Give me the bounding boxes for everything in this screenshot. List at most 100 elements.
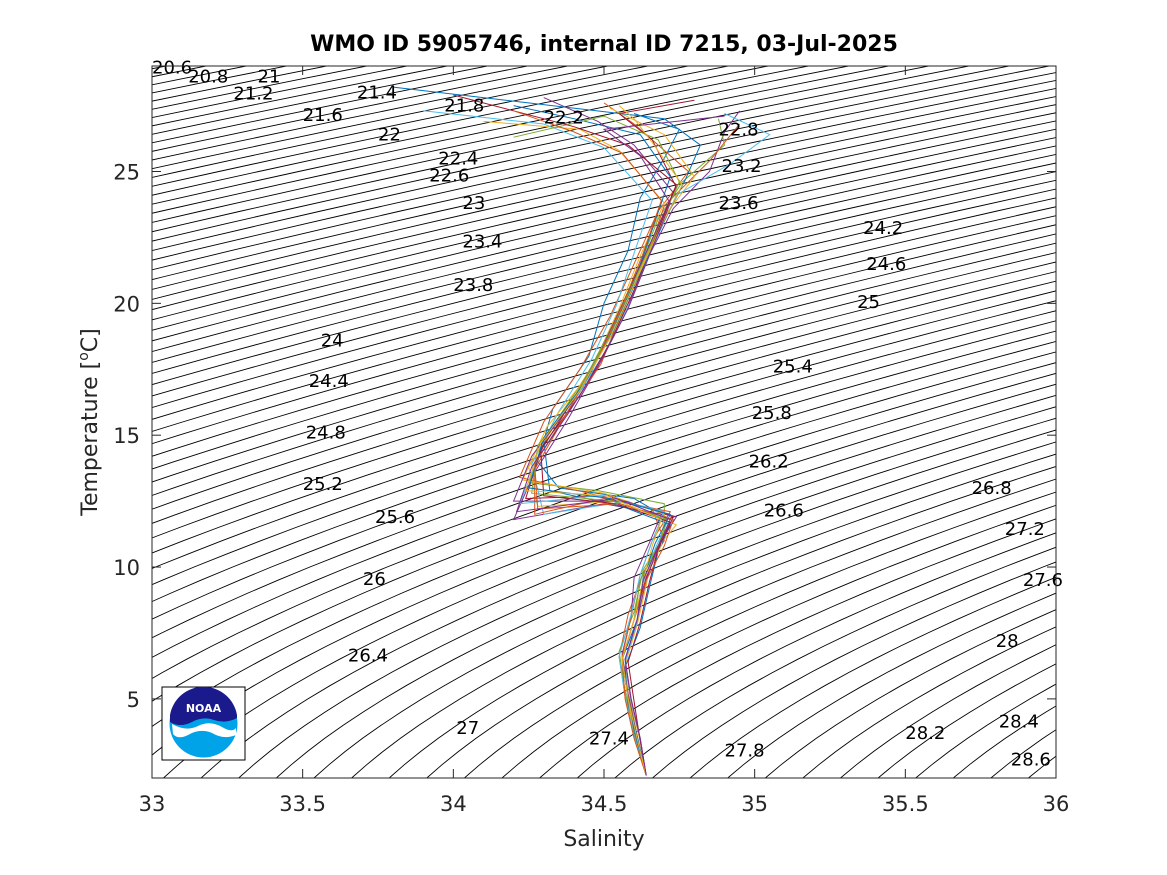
x-tick-label: 34.5 <box>581 792 628 816</box>
y-axis: 5 10 15 20 25 <box>113 160 1056 712</box>
isopycnal-label: 26.2 <box>749 452 789 473</box>
isopycnal-line <box>1089 40 1167 792</box>
isopycnal-line <box>388 465 1056 778</box>
isopycnal-line <box>152 320 1056 620</box>
isopycnal-label: 27.4 <box>589 728 629 749</box>
x-tick-label: 33.5 <box>279 792 326 816</box>
isopycnal-line <box>152 88 1056 290</box>
isopycnal-line <box>313 441 1056 778</box>
isopycnal-line <box>152 300 1056 586</box>
isopycnal-label: 28.6 <box>1011 750 1051 771</box>
isopycnal-line <box>1164 40 1167 792</box>
noaa-logo: NOAA <box>161 686 246 761</box>
isopycnal-line <box>915 683 1056 778</box>
isopycnal-line <box>727 592 1056 778</box>
y-tick-label: 10 <box>113 556 140 580</box>
isopycnal-label: 24.8 <box>306 423 346 444</box>
isopycnal-line <box>152 362 1056 702</box>
profile-line <box>512 110 741 776</box>
isopycnal-label: 27 <box>456 718 479 739</box>
isopycnal-label: 22 <box>378 125 401 146</box>
isopycnal-line <box>689 576 1056 778</box>
x-axis-label: Salinity <box>563 827 644 852</box>
isopycnal-label: 22.6 <box>429 165 469 186</box>
isopycnal-line <box>152 383 1056 756</box>
isopycnal-line <box>152 66 610 161</box>
noaa-logo-bird <box>172 723 236 738</box>
isopycnal-label: 27.8 <box>725 740 765 761</box>
isopycnal-label: 26.4 <box>348 645 388 666</box>
isopycnal-line <box>152 80 1056 281</box>
isopycnal-line <box>952 705 1056 778</box>
y-axis-label: Temperature [oC] <box>76 328 103 516</box>
profile-line <box>525 105 683 776</box>
plot-frame <box>151 65 1057 779</box>
isopycnal-label: 21.8 <box>444 96 484 117</box>
isopycnal-line <box>152 330 1056 639</box>
isopycnal-lines <box>0 40 1167 792</box>
isopycnal-label: 24.6 <box>866 254 906 275</box>
isopycnal-line <box>152 162 1056 386</box>
isopycnal-line <box>1051 40 1167 792</box>
isopycnal-line <box>152 206 1056 445</box>
isopycnal-line <box>152 242 1056 496</box>
isopycnal-line <box>1027 755 1056 778</box>
isopycnal-line <box>152 340 1056 658</box>
x-tick-label: 33 <box>139 792 166 816</box>
isopycnal-label: 20.6 <box>152 57 192 78</box>
isopycnal-line <box>152 66 651 170</box>
isopycnal-line <box>152 66 1012 252</box>
isopycnal-line <box>152 66 771 196</box>
isopycnal-label: 24.2 <box>863 218 903 239</box>
isopycnal-line <box>200 406 1056 778</box>
isopycnal-line <box>877 663 1056 778</box>
isopycnal-label: 21.4 <box>357 82 397 103</box>
isopycnal-line <box>152 224 1056 470</box>
y-tick-label: 20 <box>113 292 140 316</box>
y-tick-label: 15 <box>113 424 140 448</box>
isopycnal-label: 22.4 <box>438 148 478 169</box>
isopycnal-label: 23.2 <box>722 156 762 177</box>
isopycnal-line <box>0 40 19 792</box>
isopycnal-line <box>463 491 1056 778</box>
isopycnal-line <box>152 188 1056 420</box>
isopycnal-label: 24.4 <box>309 371 349 392</box>
isopycnal-line <box>0 40 59 792</box>
isopycnal-line <box>802 626 1056 778</box>
isopycnal-line <box>152 197 1056 432</box>
isopycnal-line <box>275 429 1056 778</box>
isopycnal-line <box>152 128 1056 342</box>
isopycnal-label: 28 <box>996 631 1019 652</box>
isopycnal-label: 28.2 <box>905 723 945 744</box>
isopycnal-label: 26 <box>363 569 386 590</box>
isopycnal-label: 21.6 <box>303 105 343 126</box>
isopycnal-line <box>152 112 1056 321</box>
y-tick-label: 25 <box>113 160 140 184</box>
profile-line <box>483 120 678 776</box>
isopycnal-line <box>651 561 1056 778</box>
x-tick-label: 34 <box>440 792 467 816</box>
isopycnal-line <box>152 171 1056 397</box>
isopycnal-label: 23.4 <box>462 231 502 252</box>
isopycnal-line <box>0 40 140 792</box>
isopycnal-line <box>152 66 931 233</box>
isopycnal-label: 23 <box>462 193 485 214</box>
isopycnal-line <box>152 372 1056 728</box>
profile-lines <box>393 86 771 776</box>
isopycnal-label: 24 <box>321 330 344 351</box>
isopycnal-label: 27.6 <box>1023 570 1063 591</box>
isopycnal-line <box>152 271 1056 539</box>
isopycnal-label: 26.6 <box>764 500 804 521</box>
isopycnal-label: 28.4 <box>999 711 1039 732</box>
isopycnal-line <box>426 478 1056 778</box>
isopycnal-line <box>152 233 1056 483</box>
isopycnal-line <box>152 66 891 223</box>
isopycnal-line <box>152 179 1056 409</box>
isopycnal-label: 25 <box>857 292 880 313</box>
isopycnal-line <box>152 66 811 205</box>
isopycnal-line <box>152 280 1056 554</box>
isopycnal-label: 25.6 <box>375 507 415 528</box>
isopycnal-line <box>152 66 851 214</box>
